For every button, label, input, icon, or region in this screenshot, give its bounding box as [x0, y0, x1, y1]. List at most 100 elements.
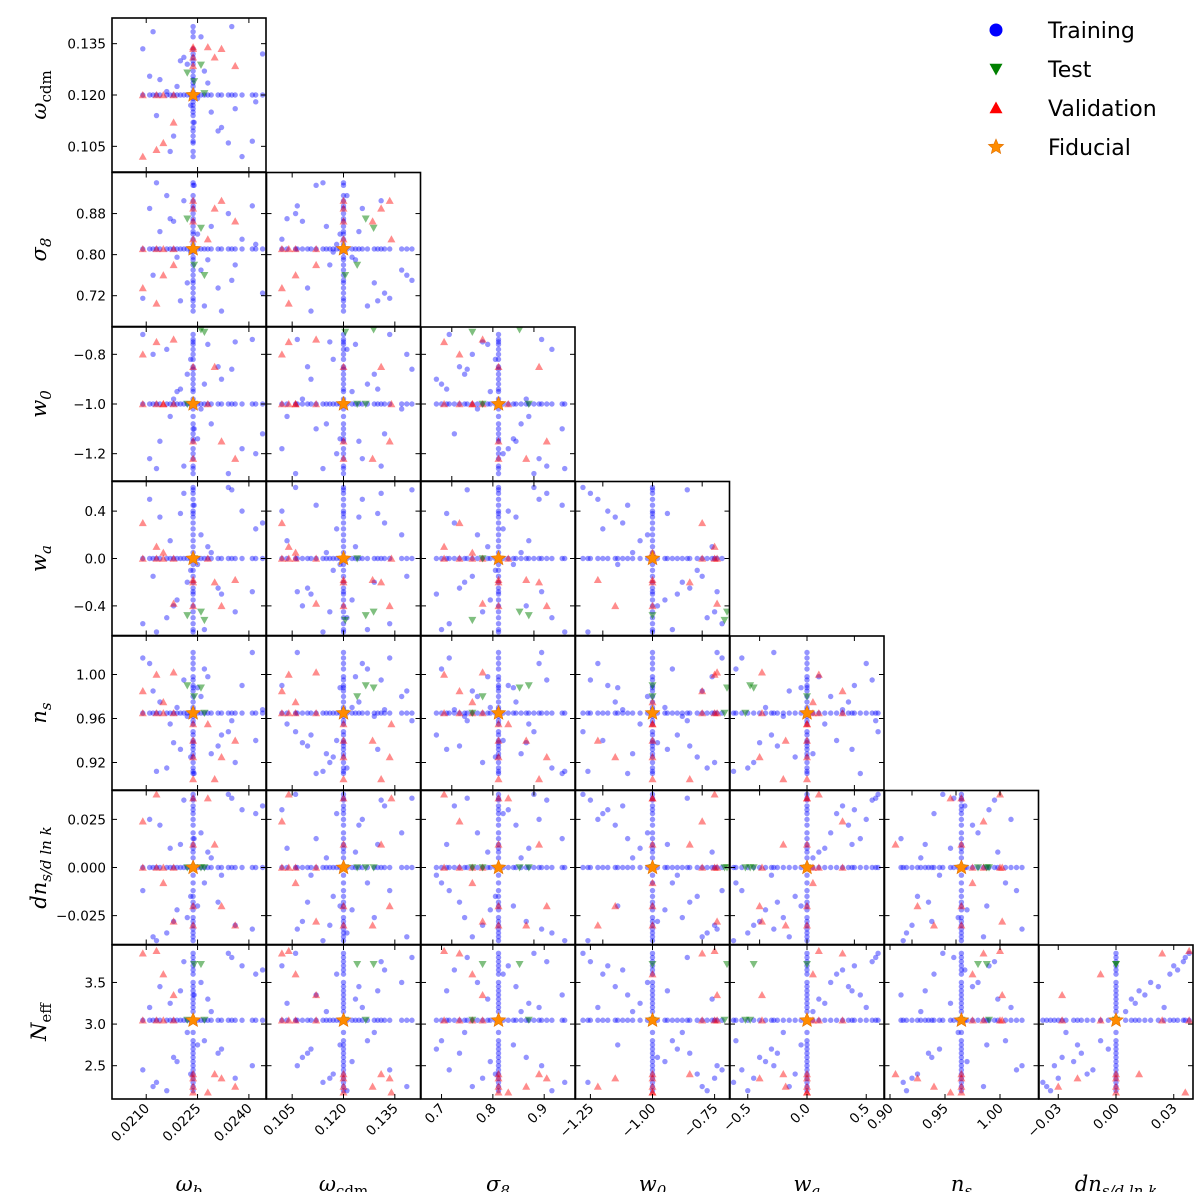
training-point: [492, 1071, 499, 1077]
training-point: [330, 356, 336, 362]
training-point: [433, 864, 440, 871]
training-point: [709, 710, 715, 716]
validation-point: [468, 698, 477, 706]
training-point: [190, 23, 196, 30]
training-point: [804, 880, 810, 886]
training-point: [340, 262, 347, 268]
training-point: [649, 626, 656, 633]
training-point: [804, 674, 810, 680]
x-axis-label-dns: dns/d ln k: [1075, 1172, 1157, 1192]
validation-point: [455, 400, 464, 408]
training-point: [495, 339, 502, 345]
training-point: [340, 588, 347, 595]
validation-point: [478, 990, 487, 999]
test-point: [524, 682, 533, 690]
training-point: [792, 893, 798, 900]
training-point: [194, 231, 201, 237]
training-point: [330, 864, 336, 871]
training-point: [975, 979, 981, 986]
training-point: [804, 1058, 810, 1065]
training-point: [531, 864, 537, 871]
y-tick-label: 0.105: [67, 139, 106, 155]
fiducial-point: [185, 395, 201, 411]
panel-points: [277, 180, 415, 314]
training-point: [461, 555, 468, 562]
training-point: [975, 830, 981, 836]
training-point: [469, 573, 476, 579]
training-point: [536, 710, 542, 716]
validation-point: [648, 775, 657, 783]
training-point: [804, 740, 810, 746]
training-point: [538, 588, 545, 595]
validation-point: [312, 1016, 321, 1024]
training-point: [157, 92, 163, 98]
training-point: [845, 710, 852, 716]
training-point: [780, 1017, 787, 1023]
training-point: [371, 713, 377, 719]
training-point: [299, 1017, 306, 1023]
training-point: [190, 803, 196, 809]
training-point: [409, 555, 415, 562]
training-point: [359, 816, 366, 823]
legend-item-training: Training: [989, 19, 1135, 44]
training-point: [822, 1000, 828, 1006]
training-point: [845, 983, 852, 990]
validation-point: [648, 794, 657, 802]
training-point: [456, 585, 463, 591]
training-point: [1055, 1075, 1061, 1081]
training-point: [190, 61, 196, 67]
training-point: [1084, 1071, 1090, 1077]
training-point: [371, 914, 377, 921]
training-point: [1059, 1017, 1065, 1023]
training-point: [239, 682, 245, 689]
training-point: [146, 455, 153, 462]
training-point: [409, 954, 415, 961]
training-point: [750, 710, 757, 716]
training-point: [536, 864, 542, 871]
validation-point: [478, 599, 487, 607]
training-point: [190, 914, 196, 921]
training-point: [969, 822, 976, 828]
fiducial-point: [185, 859, 201, 875]
training-point: [495, 992, 502, 998]
validation-point: [277, 350, 286, 358]
training-point: [340, 721, 347, 727]
training-point: [371, 1017, 377, 1023]
training-point: [330, 567, 336, 574]
training-point: [225, 950, 232, 957]
training-point: [804, 732, 810, 738]
training-point: [544, 797, 550, 803]
training-point: [804, 954, 810, 961]
training-point: [662, 597, 668, 603]
training-point: [1113, 1042, 1119, 1048]
training-point: [438, 555, 445, 562]
validation-point: [217, 1074, 226, 1082]
validation-point: [189, 204, 198, 212]
validation-point: [1185, 1016, 1193, 1024]
training-point: [662, 1058, 668, 1065]
training-point: [381, 707, 388, 713]
test-point: [985, 864, 993, 872]
training-point: [495, 841, 502, 848]
panel-dns-vs-neff: −0.03 0.00 0.03: [1025, 944, 1194, 1141]
validation-point: [648, 1070, 657, 1078]
x-axis-label-wb: ωb: [176, 1172, 203, 1192]
training-point: [900, 1017, 906, 1023]
validation-point: [189, 720, 198, 728]
validation-point: [535, 578, 544, 586]
training-point: [461, 401, 468, 407]
test-point: [468, 328, 477, 336]
training-point: [340, 285, 347, 291]
training-point: [451, 401, 458, 407]
test-point: [361, 400, 370, 408]
y-tick-label: 0.0: [85, 552, 106, 568]
training-point: [495, 729, 502, 735]
training-point: [804, 807, 810, 813]
x-tick-label: 0.0225: [160, 1101, 205, 1146]
training-point: [340, 366, 347, 372]
training-point: [629, 751, 636, 757]
training-point: [804, 1042, 810, 1048]
training-point: [198, 401, 204, 407]
training-point: [649, 855, 656, 861]
training-point: [523, 918, 529, 925]
